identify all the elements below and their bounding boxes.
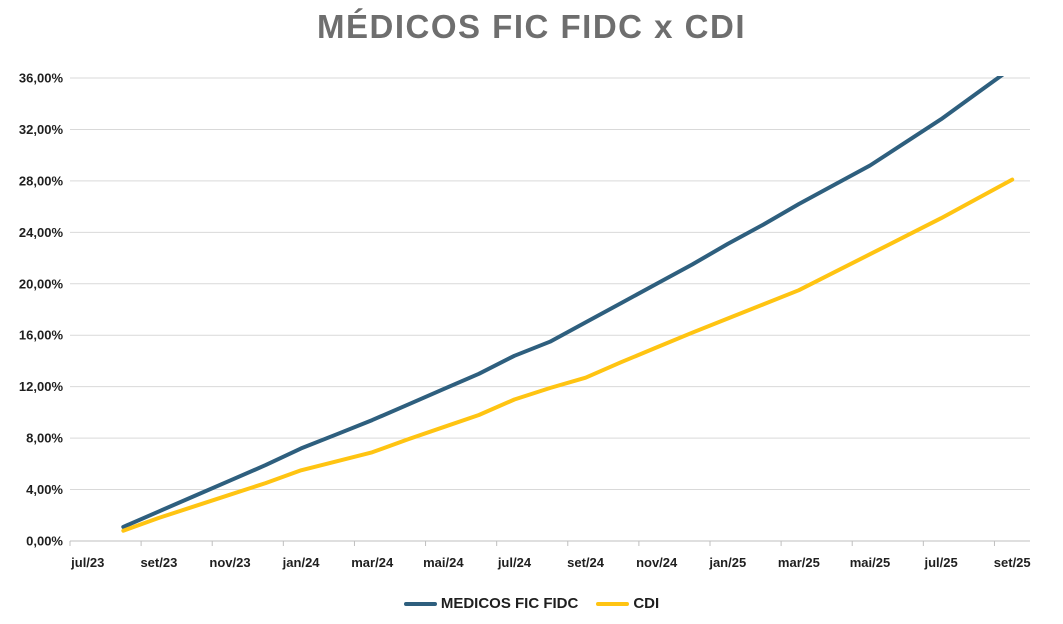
y-axis-tick-label: 16,00% (19, 328, 64, 343)
medicos-line-swatch (403, 601, 437, 606)
x-axis-tick-label: jul/25 (923, 555, 957, 570)
legend-label-cdi: CDI (633, 595, 660, 612)
x-axis-tick-label: mar/24 (351, 555, 394, 570)
y-axis-tick-label: 32,00% (19, 122, 64, 137)
series-line-cdi (121, 177, 1015, 533)
y-axis-tick-label: 12,00% (19, 379, 64, 394)
legend-item-cdi: CDI (596, 595, 659, 612)
x-axis-tick-label: jan/25 (708, 555, 746, 570)
x-axis-tick-label: nov/24 (636, 555, 678, 570)
y-axis-tick-label: 28,00% (19, 173, 64, 188)
x-axis-tick-label: set/25 (994, 555, 1031, 570)
x-axis-tick-label: jan/24 (282, 555, 321, 570)
y-axis-tick-label: 0,00% (26, 534, 63, 549)
series-line-medicos (121, 76, 1005, 529)
x-axis-tick-label: nov/23 (209, 555, 250, 570)
cdi-line-swatch (596, 601, 630, 606)
chart-title: MÉDICOS FIC FIDC x CDI (316, 8, 747, 45)
x-axis-tick-label: set/23 (140, 555, 177, 570)
legend-item-medicos: MEDICOS FIC FIDC (403, 595, 579, 612)
x-axis-tick-label: mai/24 (423, 555, 464, 570)
y-axis-tick-label: 20,00% (19, 276, 64, 291)
x-axis-tick-label: mai/25 (850, 555, 890, 570)
x-axis-tick-label: set/24 (567, 555, 605, 570)
y-axis-tick-label: 4,00% (26, 482, 63, 497)
y-axis-tick-label: 8,00% (26, 431, 63, 446)
x-axis-tick-label: jul/24 (497, 555, 532, 570)
legend-label-medicos: MEDICOS FIC FIDC (440, 595, 579, 612)
chart-legend: MEDICOS FIC FIDC CDI (0, 582, 1063, 624)
x-axis-tick-label: mar/25 (778, 555, 820, 570)
x-axis-tick-label: jul/23 (70, 555, 104, 570)
y-axis-tick-label: 36,00% (19, 71, 64, 86)
y-axis-tick-label: 24,00% (19, 225, 64, 240)
line-chart-plot: 0,00% 4,00% 8,00% 12,00% 16,00% 20,00% 24,00% 2… (19, 71, 1031, 571)
